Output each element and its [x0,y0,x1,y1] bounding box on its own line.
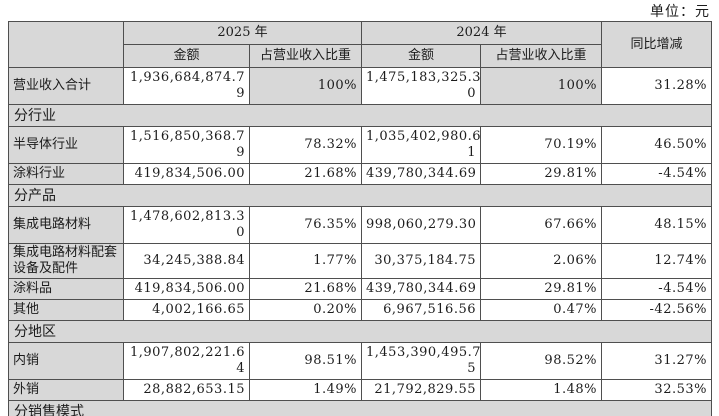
table-row: 涂料行业 419,834,506.00 21.68% 439,780,344.69 29… [8,163,712,185]
ratio-2024-cell: 29.81% [480,163,602,185]
amount-2025-cell: 1,478,602,813.3 0 [123,206,250,244]
ratio-2025-cell: 0.20% [249,299,362,321]
row-label: 内销 [8,342,124,380]
header-2024: 2024 年 [361,21,602,45]
revenue-breakdown-table: 2025 年 2024 年 同比增减 金额 占营业收入比重 金额 占营业收入比重… [8,21,712,416]
yoy-cell: 48.15% [601,206,712,244]
amount-2024-cell: 30,375,184.75 [361,243,481,279]
amount-2024-cell: 21,792,829.55 [361,379,481,401]
yoy-cell: -4.54% [601,278,712,300]
header-amount-2025: 金额 [123,44,250,68]
ratio-2024-cell: 2.06% [480,243,602,279]
amount-2025-cell: 28,882,653.15 [123,379,250,401]
section-row: 分销售模式 [8,400,712,416]
header-ratio-2024: 占营业收入比重 [480,44,602,68]
section-label: 分地区 [8,320,712,343]
yoy-cell: 12.74% [601,243,712,279]
header-yoy: 同比增减 [601,21,712,68]
header-row-measures: 金额 占营业收入比重 金额 占营业收入比重 [9,44,712,68]
table-body: 营业收入合计 1,936,684,874.7 9 100% 1,475,183,325… [8,67,712,416]
header-row-years: 2025 年 2024 年 同比增减 [8,21,712,68]
table-header: 2025 年 2024 年 同比增减 金额 占营业收入比重 金额 占营业收入比重 [8,21,712,68]
table-row: 集成电路材料 1,478,602,813.3 0 76.35% 998,060,279… [8,206,712,244]
header-2025: 2025 年 [123,21,362,45]
row-label: 半导体行业 [8,126,124,164]
table-row: 内销 1,907,802,221.6 4 98.51% 1,453,390,495.7… [8,342,712,380]
ratio-2025-cell: 76.35% [249,206,362,244]
ratio-2025-cell: 98.51% [249,342,362,380]
unit-label: 单位：元 [650,4,710,20]
row-label: 集成电路材料配套设备及配件 [8,243,124,279]
yoy-cell: -4.54% [601,163,712,185]
amount-2025-cell: 419,834,506.00 [123,163,250,185]
ratio-2024-cell: 70.19% [480,126,602,164]
ratio-2025-cell: 21.68% [249,163,362,185]
row-label: 其他 [8,299,124,321]
amount-2024-cell: 439,780,344.69 [361,278,481,300]
amount-2024-cell: 439,780,344.69 [361,163,481,185]
amount-2024-cell: 1,453,390,495.7 5 [361,342,481,380]
amount-2025-cell: 419,834,506.00 [123,278,250,300]
amount-2024-cell: 998,060,279.30 [361,206,481,244]
section-row: 分产品 [8,184,712,207]
section-row: 分行业 [8,104,712,127]
section-label: 分产品 [8,184,712,207]
section-label: 分行业 [8,104,712,127]
row-label: 外销 [8,379,124,401]
row-label: 营业收入合计 [8,67,124,105]
ratio-2024-cell: 100% [480,67,602,105]
row-label: 涂料行业 [8,163,124,185]
yoy-cell: -42.56% [601,299,712,321]
amount-2024-cell: 1,475,183,325.3 0 [361,67,481,105]
yoy-cell: 32.53% [601,379,712,401]
yoy-cell: 31.27% [601,342,712,380]
yoy-cell: 31.28% [601,67,712,105]
header-ratio-2025: 占营业收入比重 [249,44,362,68]
yoy-cell: 46.50% [601,126,712,164]
header-corner-cell [8,21,124,68]
table-row: 其他 4,002,166.65 0.20% 6,967,516.56 0.47% -42.… [8,299,712,321]
header-amount-2024: 金额 [361,44,481,68]
ratio-2025-cell: 1.77% [249,243,362,279]
amount-2024-cell: 6,967,516.56 [361,299,481,321]
ratio-2025-cell: 100% [249,67,362,105]
amount-2025-cell: 1,516,850,368.7 9 [123,126,250,164]
table-row: 营业收入合计 1,936,684,874.7 9 100% 1,475,183,325… [8,67,712,105]
ratio-2025-cell: 1.49% [249,379,362,401]
ratio-2024-cell: 29.81% [480,278,602,300]
table-row: 外销 28,882,653.15 1.49% 21,792,829.55 1.48% 32… [8,379,712,401]
ratio-2024-cell: 0.47% [480,299,602,321]
amount-2025-cell: 4,002,166.65 [123,299,250,321]
table-row: 涂料品 419,834,506.00 21.68% 439,780,344.69 29.… [8,278,712,300]
amount-2025-cell: 1,907,802,221.6 4 [123,342,250,380]
table-row: 集成电路材料配套设备及配件 34,245,388.84 1.77% 30,375,18… [8,243,712,279]
ratio-2024-cell: 98.52% [480,342,602,380]
ratio-2025-cell: 21.68% [249,278,362,300]
amount-2025-cell: 34,245,388.84 [123,243,250,279]
ratio-2025-cell: 78.32% [249,126,362,164]
amount-2024-cell: 1,035,402,980.6 1 [361,126,481,164]
section-row: 分地区 [8,320,712,343]
section-label: 分销售模式 [8,400,712,416]
table-row: 半导体行业 1,516,850,368.7 9 78.32% 1,035,402,98… [8,126,712,164]
amount-2025-cell: 1,936,684,874.7 9 [123,67,250,105]
row-label: 涂料品 [8,278,124,300]
row-label: 集成电路材料 [8,206,124,244]
ratio-2024-cell: 1.48% [480,379,602,401]
ratio-2024-cell: 67.66% [480,206,602,244]
